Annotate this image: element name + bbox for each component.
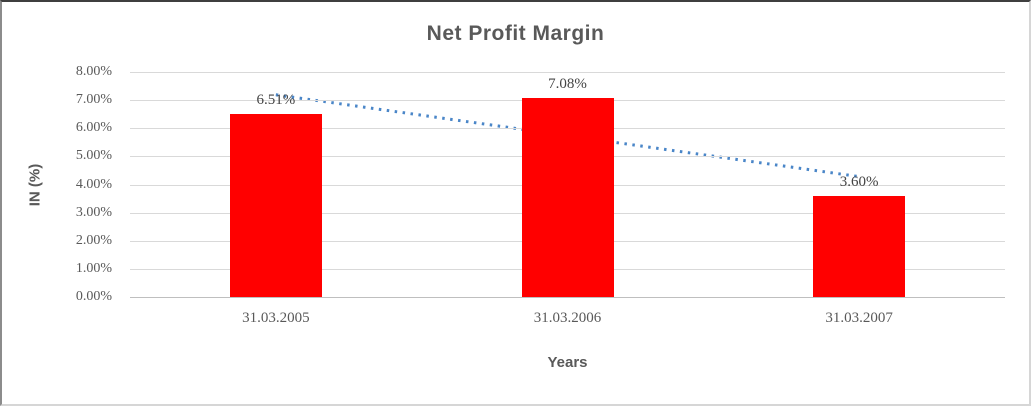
x-category-label: 31.03.2005 [242, 310, 310, 326]
y-tick-label: 6.00% [75, 120, 112, 136]
gridline [130, 72, 1005, 73]
chart-title: Net Profit Margin [426, 22, 605, 45]
data-label: 7.08% [548, 75, 587, 92]
bar-31.03.2006 [521, 97, 614, 297]
x-axis-labels: 31.03.2005 31.03.2006 31.03.2007 [130, 310, 1005, 327]
y-tick-label: 8.00% [75, 64, 112, 79]
y-tick-label: 7.00% [75, 92, 112, 108]
data-label: 6.51% [256, 91, 296, 108]
x-category-label: 31.03.2007 [825, 310, 893, 326]
bar-31.03.2007 [813, 195, 906, 297]
bar-31.03.2005 [229, 113, 322, 297]
x-axis-line [130, 297, 1005, 298]
plot-area: 6.51% 7.08% 3.60% [130, 72, 1005, 298]
x-category-label: 31.03.2006 [533, 310, 602, 326]
x-axis-title: Years [547, 354, 588, 371]
y-tick-label: 0.00% [75, 289, 112, 304]
y-tick-label: 1.00% [75, 260, 112, 276]
y-tick-label: 5.00% [75, 148, 112, 164]
y-tick-label: 3.00% [75, 204, 112, 220]
trendline [275, 93, 860, 179]
data-label: 3.60% [839, 173, 879, 190]
y-tick-label: 2.00% [75, 232, 112, 248]
y-tick-label: 4.00% [75, 176, 112, 192]
y-axis-ticks: 0.00% 1.00% 2.00% 3.00% 4.00% 5.00% 6.00% 7.00%… [2, 64, 122, 304]
